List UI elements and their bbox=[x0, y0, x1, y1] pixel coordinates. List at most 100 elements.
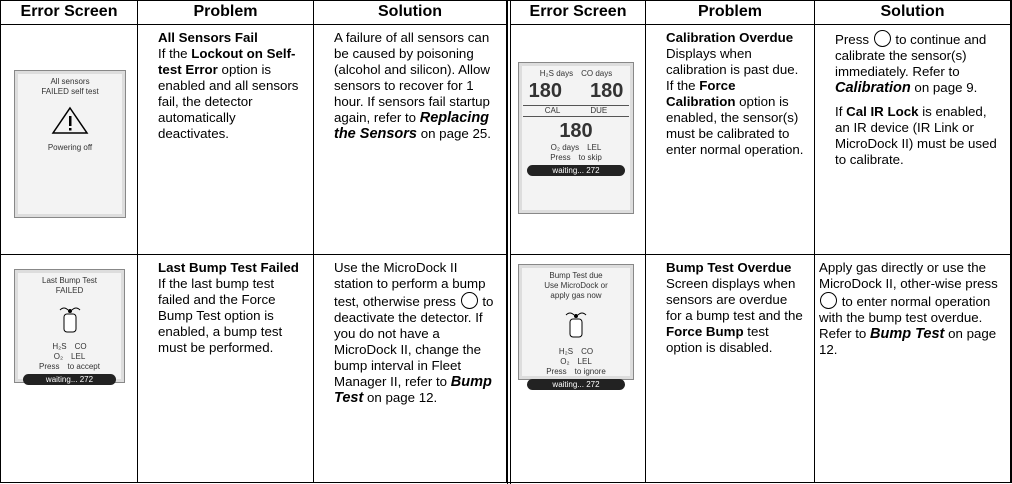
device-screen: H₂S days CO days 180 180 CAL DUE 180 O₂ days LEL… bbox=[518, 62, 634, 214]
screen-line: All sensors bbox=[19, 77, 121, 87]
text: on page 12. bbox=[363, 390, 438, 405]
text: to deactivate the detector. If you do no… bbox=[334, 294, 494, 389]
screen-text: CO bbox=[581, 347, 594, 356]
text: test option is disabled. bbox=[666, 324, 773, 355]
screen-text: Press bbox=[39, 362, 60, 371]
button-icon bbox=[460, 292, 478, 309]
problem-cell: All Sensors Fail If the Lockout on Self-t… bbox=[138, 25, 314, 255]
screen-text: to ignore bbox=[574, 367, 606, 376]
screen-line: Press to ignore bbox=[523, 367, 629, 377]
warning-icon bbox=[51, 106, 89, 134]
bold-text: Force Bump bbox=[666, 324, 744, 339]
screen-text: O₂ bbox=[53, 352, 64, 361]
screen-text: LEL bbox=[577, 357, 592, 366]
screen-text: H₂S bbox=[558, 347, 574, 356]
screen-text: O₂ bbox=[560, 357, 570, 366]
screen-line: FAILED self test bbox=[19, 87, 121, 97]
bold-italic-text: Calibration bbox=[835, 80, 911, 96]
bold-text: Lockout on Self-test Error bbox=[158, 46, 296, 77]
screen-line: Use MicroDock or bbox=[523, 281, 629, 291]
screen-text: to accept bbox=[67, 362, 100, 371]
header-cell: Error Screen bbox=[511, 1, 646, 25]
screen-text: Press bbox=[550, 153, 571, 162]
screen-line: H₂S days CO days bbox=[523, 69, 629, 79]
screen-line: waiting... 272 bbox=[527, 165, 625, 176]
screen-text: H₂S bbox=[52, 342, 67, 351]
screen-line: FAILED bbox=[19, 286, 120, 296]
screen-text: FAILED self test bbox=[41, 87, 99, 96]
screen-line: waiting... 272 bbox=[527, 379, 625, 390]
text: Displays when calibration is past due. I… bbox=[666, 46, 799, 93]
screen-line: O₂ LEL bbox=[523, 357, 629, 367]
button-icon bbox=[873, 30, 891, 47]
text: to enter normal operation with the bump … bbox=[819, 294, 991, 341]
screen-text: 180 bbox=[528, 80, 562, 102]
screen-text: apply gas now bbox=[550, 291, 602, 300]
screen-text: waiting... 272 bbox=[45, 375, 94, 384]
solution-paragraph: Use the MicroDock II station to perform … bbox=[334, 260, 496, 406]
screen-text: 180 bbox=[590, 80, 624, 102]
screen-text: waiting... 272 bbox=[552, 166, 600, 175]
text: If the bbox=[158, 46, 192, 61]
screen-line: Press to skip bbox=[523, 153, 629, 163]
problem-cell: Last Bump Test Failed If the last bump te… bbox=[138, 255, 314, 483]
screen-line: H₂S CO bbox=[19, 342, 120, 352]
problem-text: Bump Test Overdue Screen displays when se… bbox=[666, 260, 804, 356]
text: Use the MicroDock II station to perform … bbox=[334, 260, 486, 309]
solution-paragraph: Press to continue and calibrate the sens… bbox=[835, 30, 1000, 96]
header-cell: Error Screen bbox=[1, 1, 138, 25]
bold-italic-text: Bump Test bbox=[334, 374, 492, 406]
screen-text: H₂S days bbox=[539, 69, 574, 78]
screen-line: Last Bump Test bbox=[19, 276, 120, 286]
header-cell: Problem bbox=[138, 1, 314, 25]
screen-text: waiting... 272 bbox=[552, 380, 600, 389]
solution-cell: Use the MicroDock II station to perform … bbox=[314, 255, 507, 483]
device-screen: All sensors FAILED self test Powering off bbox=[14, 70, 126, 218]
screen-cell: H₂S days CO days 180 180 CAL DUE 180 O₂ days LEL… bbox=[511, 25, 646, 255]
text: Apply gas directly or use the MicroDock … bbox=[819, 260, 998, 291]
problem-cell: Bump Test Overdue Screen displays when se… bbox=[646, 255, 815, 483]
screen-text: LEL bbox=[71, 352, 86, 361]
header-cell: Problem bbox=[646, 1, 815, 25]
double-rule bbox=[507, 1, 511, 484]
text: A failure of all sensors can be caused b… bbox=[334, 30, 490, 125]
text: Press bbox=[835, 32, 873, 47]
text: on page 25. bbox=[417, 126, 491, 141]
screen-text: 180 bbox=[559, 120, 593, 142]
screen-text: to skip bbox=[578, 153, 602, 162]
text: is enabled, an IR device (IR Link or Mic… bbox=[835, 104, 997, 167]
header-cell: Solution bbox=[314, 1, 507, 25]
screen-line: 180 180 bbox=[523, 79, 629, 103]
solution-paragraph: A failure of all sensors can be caused b… bbox=[334, 30, 496, 142]
detector-icon bbox=[59, 307, 80, 333]
text: If bbox=[835, 104, 847, 119]
screen-text: CO days bbox=[581, 69, 613, 78]
heading-text: Bump Test Overdue bbox=[666, 260, 792, 275]
solution-cell: Press to continue and calibrate the sens… bbox=[815, 25, 1011, 255]
button-icon bbox=[820, 292, 837, 309]
screen-text: O₂ days bbox=[550, 143, 580, 152]
problem-text: Last Bump Test Failed If the last bump te… bbox=[158, 260, 303, 356]
text: option is enabled and all sensors fail, … bbox=[158, 62, 299, 141]
screen-text: LEL bbox=[587, 143, 602, 152]
text: on page 9. bbox=[910, 80, 978, 95]
solution-paragraph: If Cal IR Lock is enabled, an IR device … bbox=[835, 104, 1000, 168]
screen-text: All sensors bbox=[50, 77, 90, 86]
screen-text: Powering off bbox=[47, 143, 93, 152]
screen-text: CAL bbox=[544, 106, 561, 115]
screen-line: Bump Test due bbox=[523, 271, 629, 281]
device-screen: Last Bump Test FAILED H₂S CO O₂ LEL Press to ac… bbox=[14, 269, 125, 385]
screen-line: apply gas now bbox=[523, 291, 629, 301]
screen-line: Powering off bbox=[19, 143, 121, 153]
bold-italic-text: Bump Test bbox=[870, 326, 945, 342]
problem-cell: Calibration Overdue Displays when calibra… bbox=[646, 25, 815, 255]
solution-cell: Apply gas directly or use the MicroDock … bbox=[815, 255, 1011, 483]
screen-text: DUE bbox=[590, 106, 608, 115]
detector-icon bbox=[565, 312, 587, 338]
bold-text: Cal IR Lock bbox=[846, 104, 919, 119]
screen-text: Use MicroDock or bbox=[544, 281, 608, 290]
screen-line: O₂ LEL bbox=[19, 352, 120, 362]
text: If the last bump test failed and the For… bbox=[158, 276, 283, 355]
screen-text: Press bbox=[546, 367, 567, 376]
